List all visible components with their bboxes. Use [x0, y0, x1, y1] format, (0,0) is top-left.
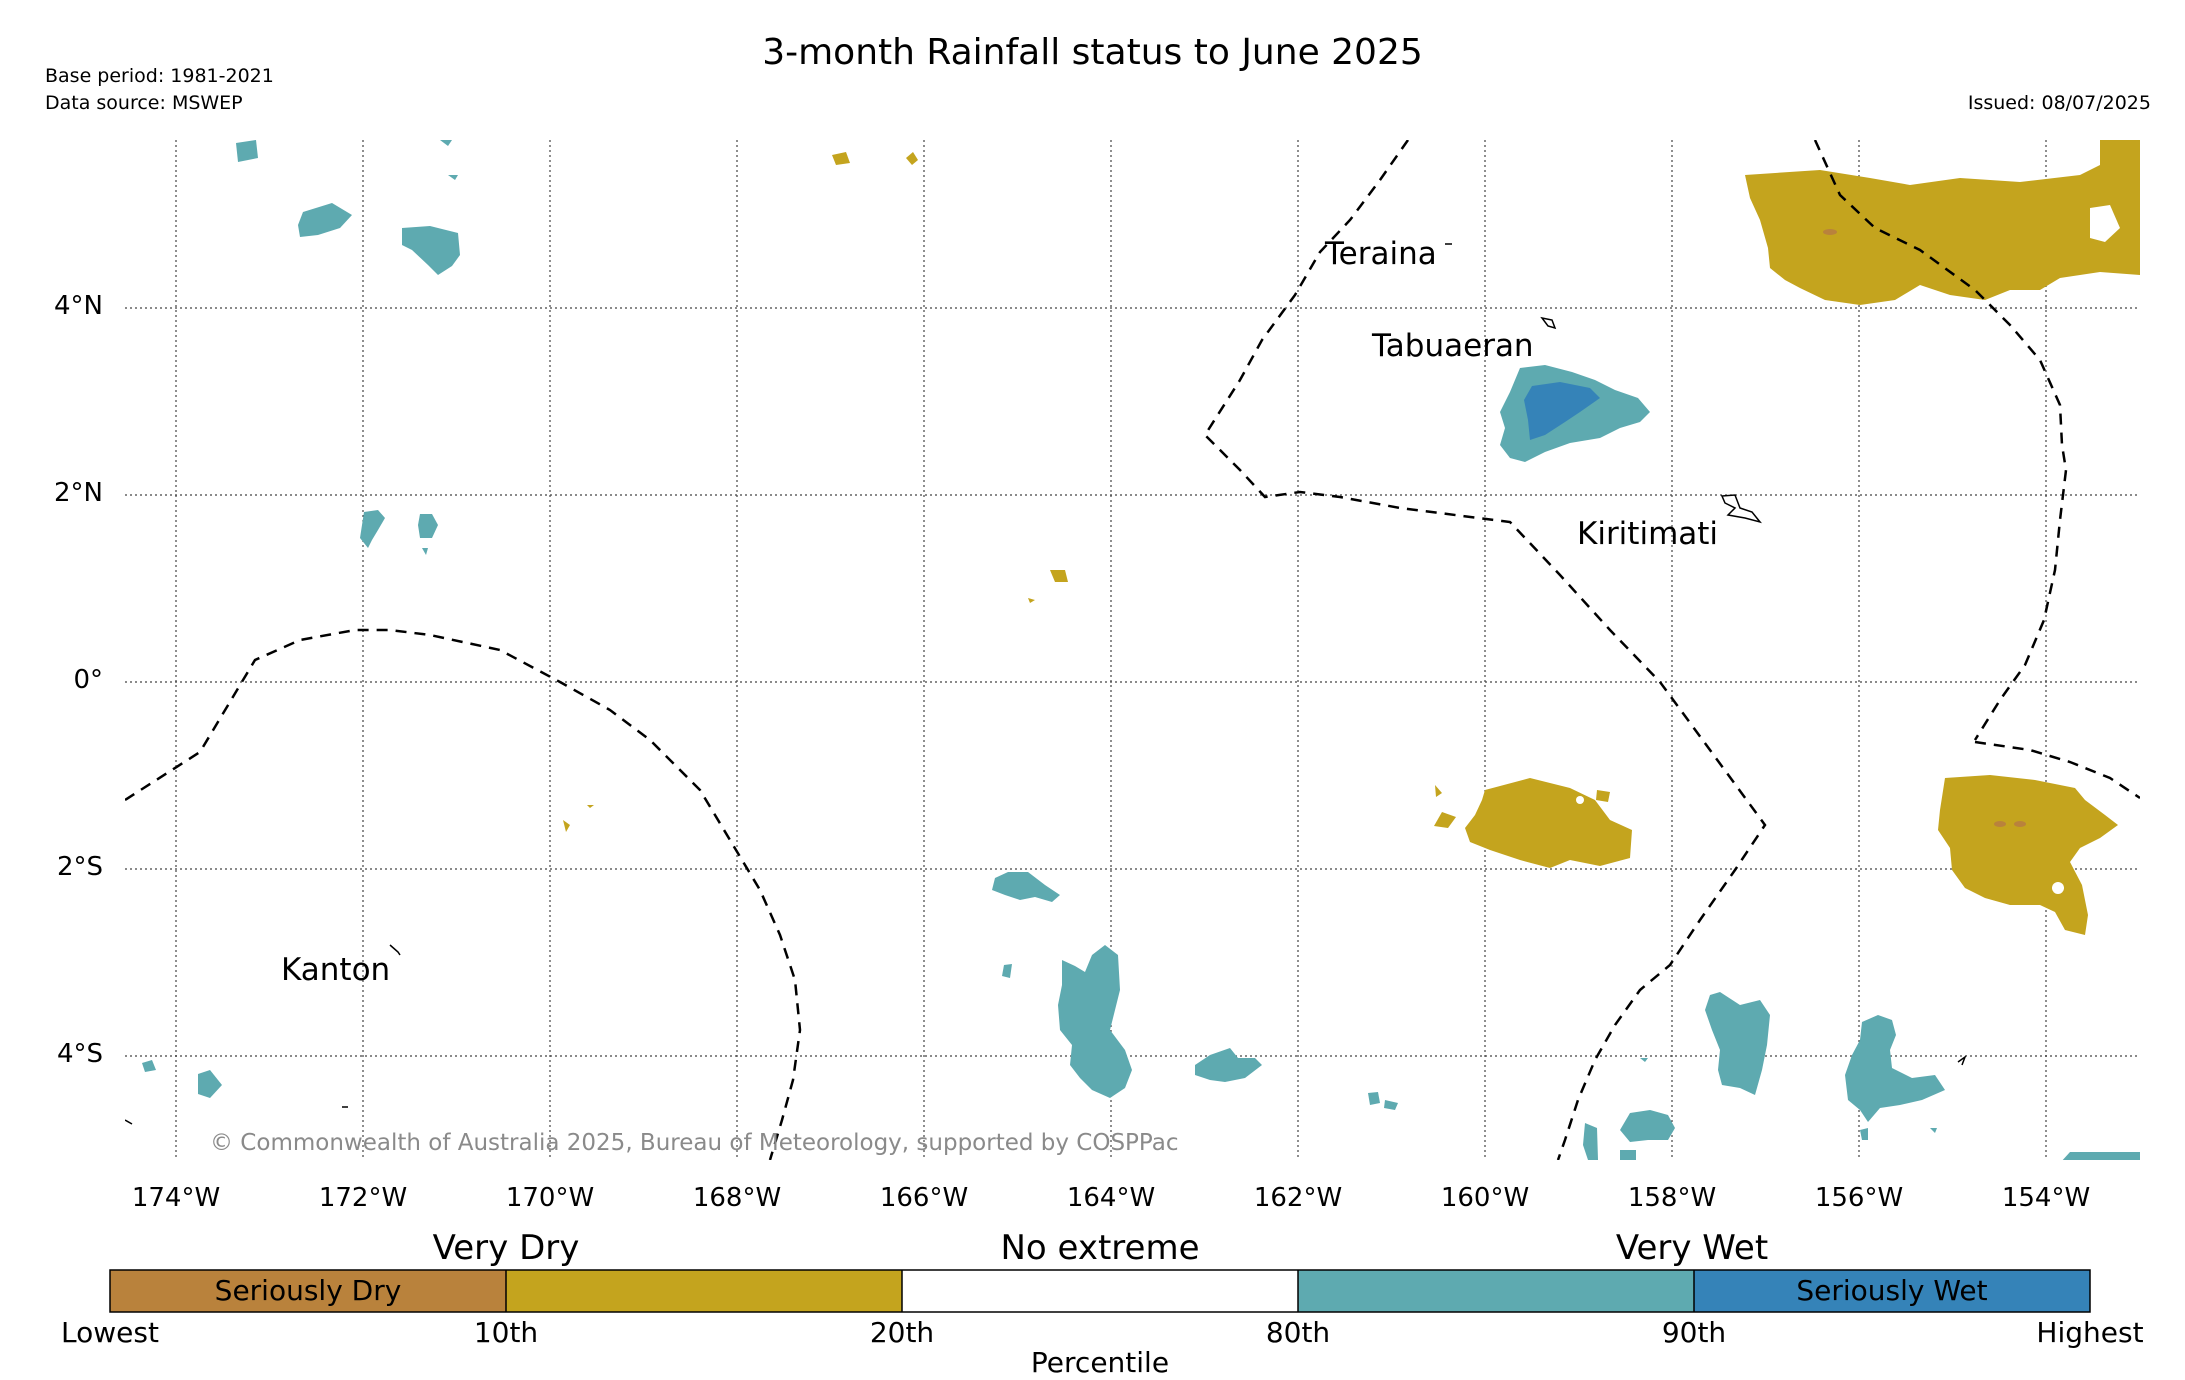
x-tick-label: 162°W	[1253, 1183, 1343, 1213]
data-source: Data source: MSWEP	[45, 92, 243, 114]
dry-gaps	[1576, 205, 2120, 894]
y-tick-label: 2°S	[56, 852, 103, 882]
colorbar-group-very-dry: Very Dry	[432, 1228, 580, 1268]
colorbar-very-dry	[506, 1270, 902, 1312]
percentile-label: 10th	[473, 1316, 539, 1349]
island-outlines	[125, 243, 1967, 1125]
colorbar-label-seriously-wet: Seriously Wet	[1796, 1274, 1988, 1307]
x-tick-label: 170°W	[505, 1183, 595, 1213]
colorbar-group-no-extreme: No extreme	[1000, 1228, 1200, 1268]
base-period: Base period: 1981-2021	[45, 65, 274, 87]
copyright-notice: © Commonwealth of Australia 2025, Bureau…	[210, 1130, 1179, 1156]
x-tick-label: 158°W	[1627, 1183, 1717, 1213]
place-label-kiritimati: Kiritimati	[1577, 516, 1719, 552]
colorbar-axis-label: Percentile	[1030, 1346, 1170, 1379]
x-tick-label: 154°W	[2001, 1183, 2091, 1213]
percentile-label: 20th	[869, 1316, 935, 1349]
colorbar-very-wet	[1298, 1270, 1694, 1312]
x-tick-label: 166°W	[879, 1183, 969, 1213]
x-tick-label: 164°W	[1066, 1183, 1156, 1213]
colorbar	[109, 1269, 2091, 1313]
x-tick-label: 168°W	[692, 1183, 782, 1213]
y-tick-label: 0°	[73, 665, 103, 695]
eez-boundaries	[125, 140, 2140, 1160]
colorbar-seriously-wet	[1694, 1270, 2090, 1312]
place-label-kanton: Kanton	[281, 952, 391, 988]
percentile-label: Lowest	[61, 1316, 159, 1349]
very-dry-regions	[563, 140, 2140, 935]
percentile-label: 90th	[1661, 1316, 1727, 1349]
issued-date: Issued: 08/07/2025	[1967, 92, 2151, 114]
colorbar-no-extreme	[902, 1270, 1298, 1312]
colorbar-label-seriously-dry: Seriously Dry	[214, 1274, 402, 1307]
x-tick-label: 160°W	[1440, 1183, 1530, 1213]
place-label-tabuaeran: Tabuaeran	[1372, 328, 1534, 364]
colorbar-seriously-dry	[110, 1270, 506, 1312]
place-label-teraina: Teraina	[1325, 236, 1437, 272]
map-title: 3-month Rainfall status to June 2025	[762, 32, 1423, 73]
seriously-wet-region	[1524, 382, 1600, 440]
x-tick-label: 174°W	[131, 1183, 221, 1213]
y-tick-label: 2°N	[54, 478, 103, 508]
y-tick-label: 4°S	[56, 1039, 103, 1069]
y-tick-label: 4°N	[54, 291, 103, 321]
x-tick-label: 156°W	[1814, 1183, 1904, 1213]
seriously-dry-regions	[1823, 229, 2026, 827]
colorbar-group-very-wet: Very Wet	[1615, 1228, 1769, 1268]
x-tick-label: 172°W	[318, 1183, 408, 1213]
percentile-label: 80th	[1265, 1316, 1331, 1349]
percentile-label: Highest	[2036, 1316, 2144, 1349]
